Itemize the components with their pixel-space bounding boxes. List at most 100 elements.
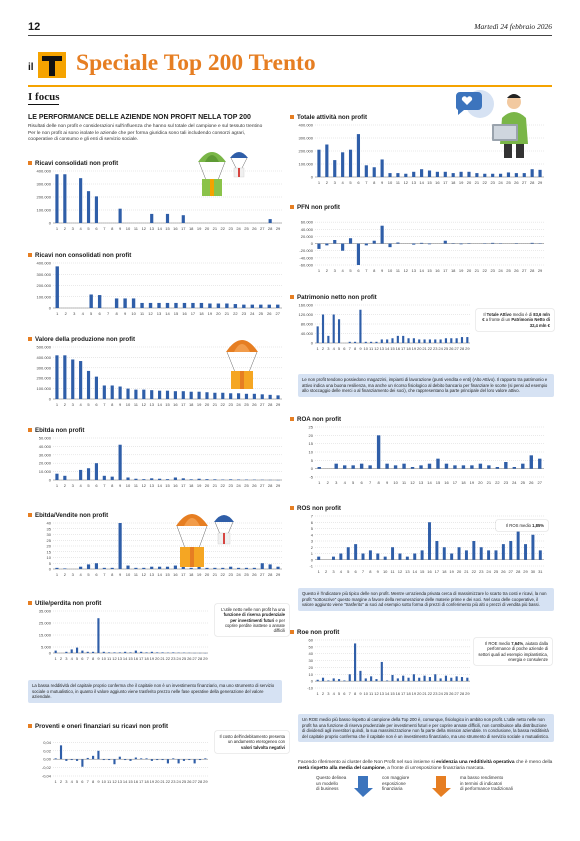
x-tick-label: 11 xyxy=(134,226,139,231)
x-tick-label: 25 xyxy=(244,226,249,231)
bar xyxy=(225,303,229,308)
x-tick-label: 6 xyxy=(95,226,98,231)
bar xyxy=(189,479,193,480)
x-tick-label: 22 xyxy=(495,480,500,485)
utile-side-note: L'utile netto nelle non profit ha una fu… xyxy=(215,604,289,637)
bar xyxy=(157,302,161,308)
bar xyxy=(521,463,525,469)
x-tick-label: 6 xyxy=(355,569,358,574)
bar xyxy=(118,444,122,480)
bar xyxy=(348,674,351,682)
bar xyxy=(199,302,204,308)
bar xyxy=(102,385,106,399)
y-tick-label: 100.000 xyxy=(37,208,52,213)
bar xyxy=(102,651,105,653)
x-tick-label: 5 xyxy=(338,346,341,351)
x-tick-label: 8 xyxy=(354,691,357,696)
x-tick-label: 16 xyxy=(173,572,178,577)
x-tick-label: 29 xyxy=(465,691,470,696)
x-tick-label: 28 xyxy=(198,779,203,784)
x-tick-label: 1 xyxy=(56,572,59,577)
x-tick-label: 20 xyxy=(155,779,160,784)
bar xyxy=(221,567,225,569)
bar xyxy=(364,341,367,343)
bar xyxy=(435,541,439,560)
x-tick-label: 11 xyxy=(134,572,139,577)
bar xyxy=(94,196,99,223)
bar xyxy=(260,394,264,399)
x-tick-label: 23 xyxy=(228,402,233,407)
bar xyxy=(346,547,350,560)
bar xyxy=(529,455,533,469)
bar xyxy=(327,335,330,343)
x-tick-label: 13 xyxy=(405,569,410,574)
x-tick-label: 29 xyxy=(203,656,208,661)
x-tick-label: 29 xyxy=(276,402,281,407)
x-tick-label: 4 xyxy=(344,480,347,485)
x-tick-label: 15 xyxy=(390,691,395,696)
bar xyxy=(467,171,471,177)
ros-bottom-note: Questo è l'indicatore più tipico delle n… xyxy=(298,588,554,611)
x-tick-label: 25 xyxy=(244,483,249,488)
x-tick-label: 9 xyxy=(381,180,384,185)
x-tick-label: 9 xyxy=(386,480,389,485)
x-tick-label: 5 xyxy=(349,268,352,273)
x-tick-label: 1 xyxy=(55,779,58,784)
x-tick-label: 4 xyxy=(71,656,74,661)
x-tick-label: 10 xyxy=(102,779,107,784)
bar xyxy=(126,388,130,399)
y-tick-label: -0,02 xyxy=(42,765,52,770)
y-tick-label: 300.000 xyxy=(37,365,52,370)
x-tick-label: 13 xyxy=(149,483,154,488)
x-tick-label: 25 xyxy=(182,656,187,661)
x-tick-label: 5 xyxy=(87,483,90,488)
bar xyxy=(385,463,389,469)
x-tick-label: 19 xyxy=(197,483,202,488)
bar xyxy=(380,339,383,343)
bar xyxy=(457,547,461,560)
y-tick-label: 300.000 xyxy=(37,272,52,277)
x-tick-label: 1 xyxy=(318,480,321,485)
bar xyxy=(191,302,195,308)
x-tick-label: 14 xyxy=(157,572,162,577)
x-tick-label: 13 xyxy=(149,572,154,577)
x-tick-label: 23 xyxy=(228,483,233,488)
y-tick-label: 0 xyxy=(311,175,314,180)
bar xyxy=(250,304,255,308)
x-tick-label: 12 xyxy=(404,180,409,185)
bar xyxy=(434,674,437,682)
x-tick-label: 3 xyxy=(65,779,68,784)
bar xyxy=(165,302,170,308)
bar xyxy=(380,661,383,682)
x-tick-label: 17 xyxy=(443,180,448,185)
bar xyxy=(131,298,136,308)
flow-low-return: ma basso rendimento in termini di indicat… xyxy=(460,775,513,792)
bar xyxy=(393,465,398,469)
bar xyxy=(252,393,256,399)
y-tick-label: 0 xyxy=(311,557,314,562)
bar xyxy=(427,463,432,469)
x-tick-label: 14 xyxy=(385,346,390,351)
bar xyxy=(229,479,233,480)
chart-title: Totale attività non profit xyxy=(290,114,367,121)
bar xyxy=(396,242,400,244)
y-tick-label: 400.000 xyxy=(299,123,314,128)
bar xyxy=(86,564,91,569)
bar xyxy=(134,389,138,399)
x-tick-label: 26 xyxy=(267,311,272,316)
y-tick-label: 40.000 xyxy=(39,444,52,449)
x-tick-label: 4 xyxy=(333,691,336,696)
y-tick-label: 100.000 xyxy=(299,162,314,167)
x-tick-label: 4 xyxy=(80,402,83,407)
x-tick-label: 25 xyxy=(182,779,187,784)
x-tick-label: 5 xyxy=(349,180,352,185)
y-tick-label: 30 xyxy=(47,532,52,537)
x-tick-label: 4 xyxy=(80,226,83,231)
x-tick-label: 5 xyxy=(87,226,90,231)
x-tick-label: 15 xyxy=(128,779,133,784)
bar xyxy=(165,213,170,223)
x-tick-label: 9 xyxy=(119,572,122,577)
bar xyxy=(161,759,164,761)
bar xyxy=(213,479,217,480)
